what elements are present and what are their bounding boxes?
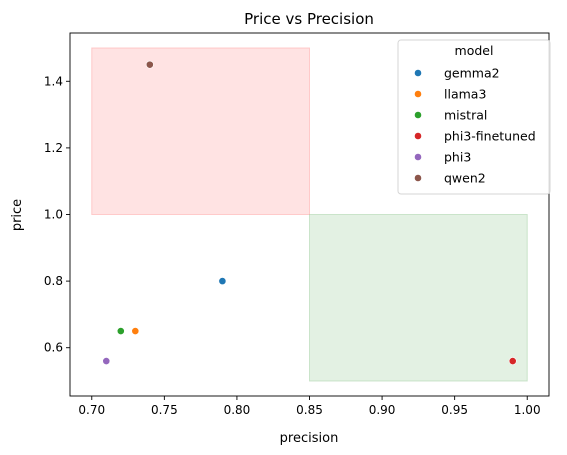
legend-label-phi3: phi3 xyxy=(444,150,471,165)
legend-marker-qwen2 xyxy=(414,174,422,182)
data-point-phi3-finetuned xyxy=(508,357,517,365)
legend-marker-phi3-finetuned xyxy=(414,132,422,140)
x-tick-label: 0.90 xyxy=(369,403,396,417)
y-tick-label: 0.8 xyxy=(44,274,63,288)
y-axis-ticks: 0.6 0.8 1.0 1.2 1.4 xyxy=(44,74,70,355)
data-point-mistral xyxy=(116,327,125,335)
x-tick-label: 0.70 xyxy=(78,403,105,417)
x-tick-label: 0.80 xyxy=(224,403,251,417)
legend-title: model xyxy=(455,43,494,58)
legend-label-llama3: llama3 xyxy=(444,87,486,102)
x-tick-label: 0.75 xyxy=(151,403,178,417)
data-points xyxy=(102,60,517,365)
x-tick-label: 0.95 xyxy=(441,403,468,417)
y-tick-label: 1.4 xyxy=(44,74,63,88)
y-tick-label: 0.6 xyxy=(44,341,63,355)
legend-label-phi3-finetuned: phi3-finetuned xyxy=(444,129,536,144)
x-tick-label: 0.85 xyxy=(296,403,323,417)
legend-label-gemma2: gemma2 xyxy=(444,66,500,81)
data-point-phi3 xyxy=(102,357,111,365)
legend: model gemma2 llama3 mistral phi3-finetuned p… xyxy=(397,39,551,195)
chart-title: Price vs Precision xyxy=(244,10,374,28)
legend-items: gemma2 llama3 mistral phi3-finetuned phi3 qwe… xyxy=(414,66,536,186)
legend-label-mistral: mistral xyxy=(444,108,487,123)
data-point-qwen2 xyxy=(145,60,154,69)
data-point-gemma2 xyxy=(218,277,227,286)
x-tick-label: 1.00 xyxy=(514,403,541,417)
highlight-regions xyxy=(91,47,528,382)
x-axis-label: precision xyxy=(280,431,339,446)
y-axis-label: price xyxy=(10,199,25,231)
legend-marker-llama3 xyxy=(414,90,422,98)
highlight-region-1 xyxy=(91,47,311,216)
data-point-llama3 xyxy=(131,327,140,335)
x-axis-ticks: 0.70 0.75 0.80 0.85 0.90 0.95 1.00 xyxy=(78,396,541,417)
legend-marker-phi3 xyxy=(414,153,422,161)
legend-marker-gemma2 xyxy=(414,69,422,77)
y-tick-label: 1.2 xyxy=(44,141,63,155)
legend-marker-mistral xyxy=(414,111,422,119)
legend-box xyxy=(397,39,551,195)
legend-label-qwen2: qwen2 xyxy=(444,171,486,186)
y-tick-label: 1.0 xyxy=(44,208,63,222)
highlight-region-2 xyxy=(309,214,528,382)
